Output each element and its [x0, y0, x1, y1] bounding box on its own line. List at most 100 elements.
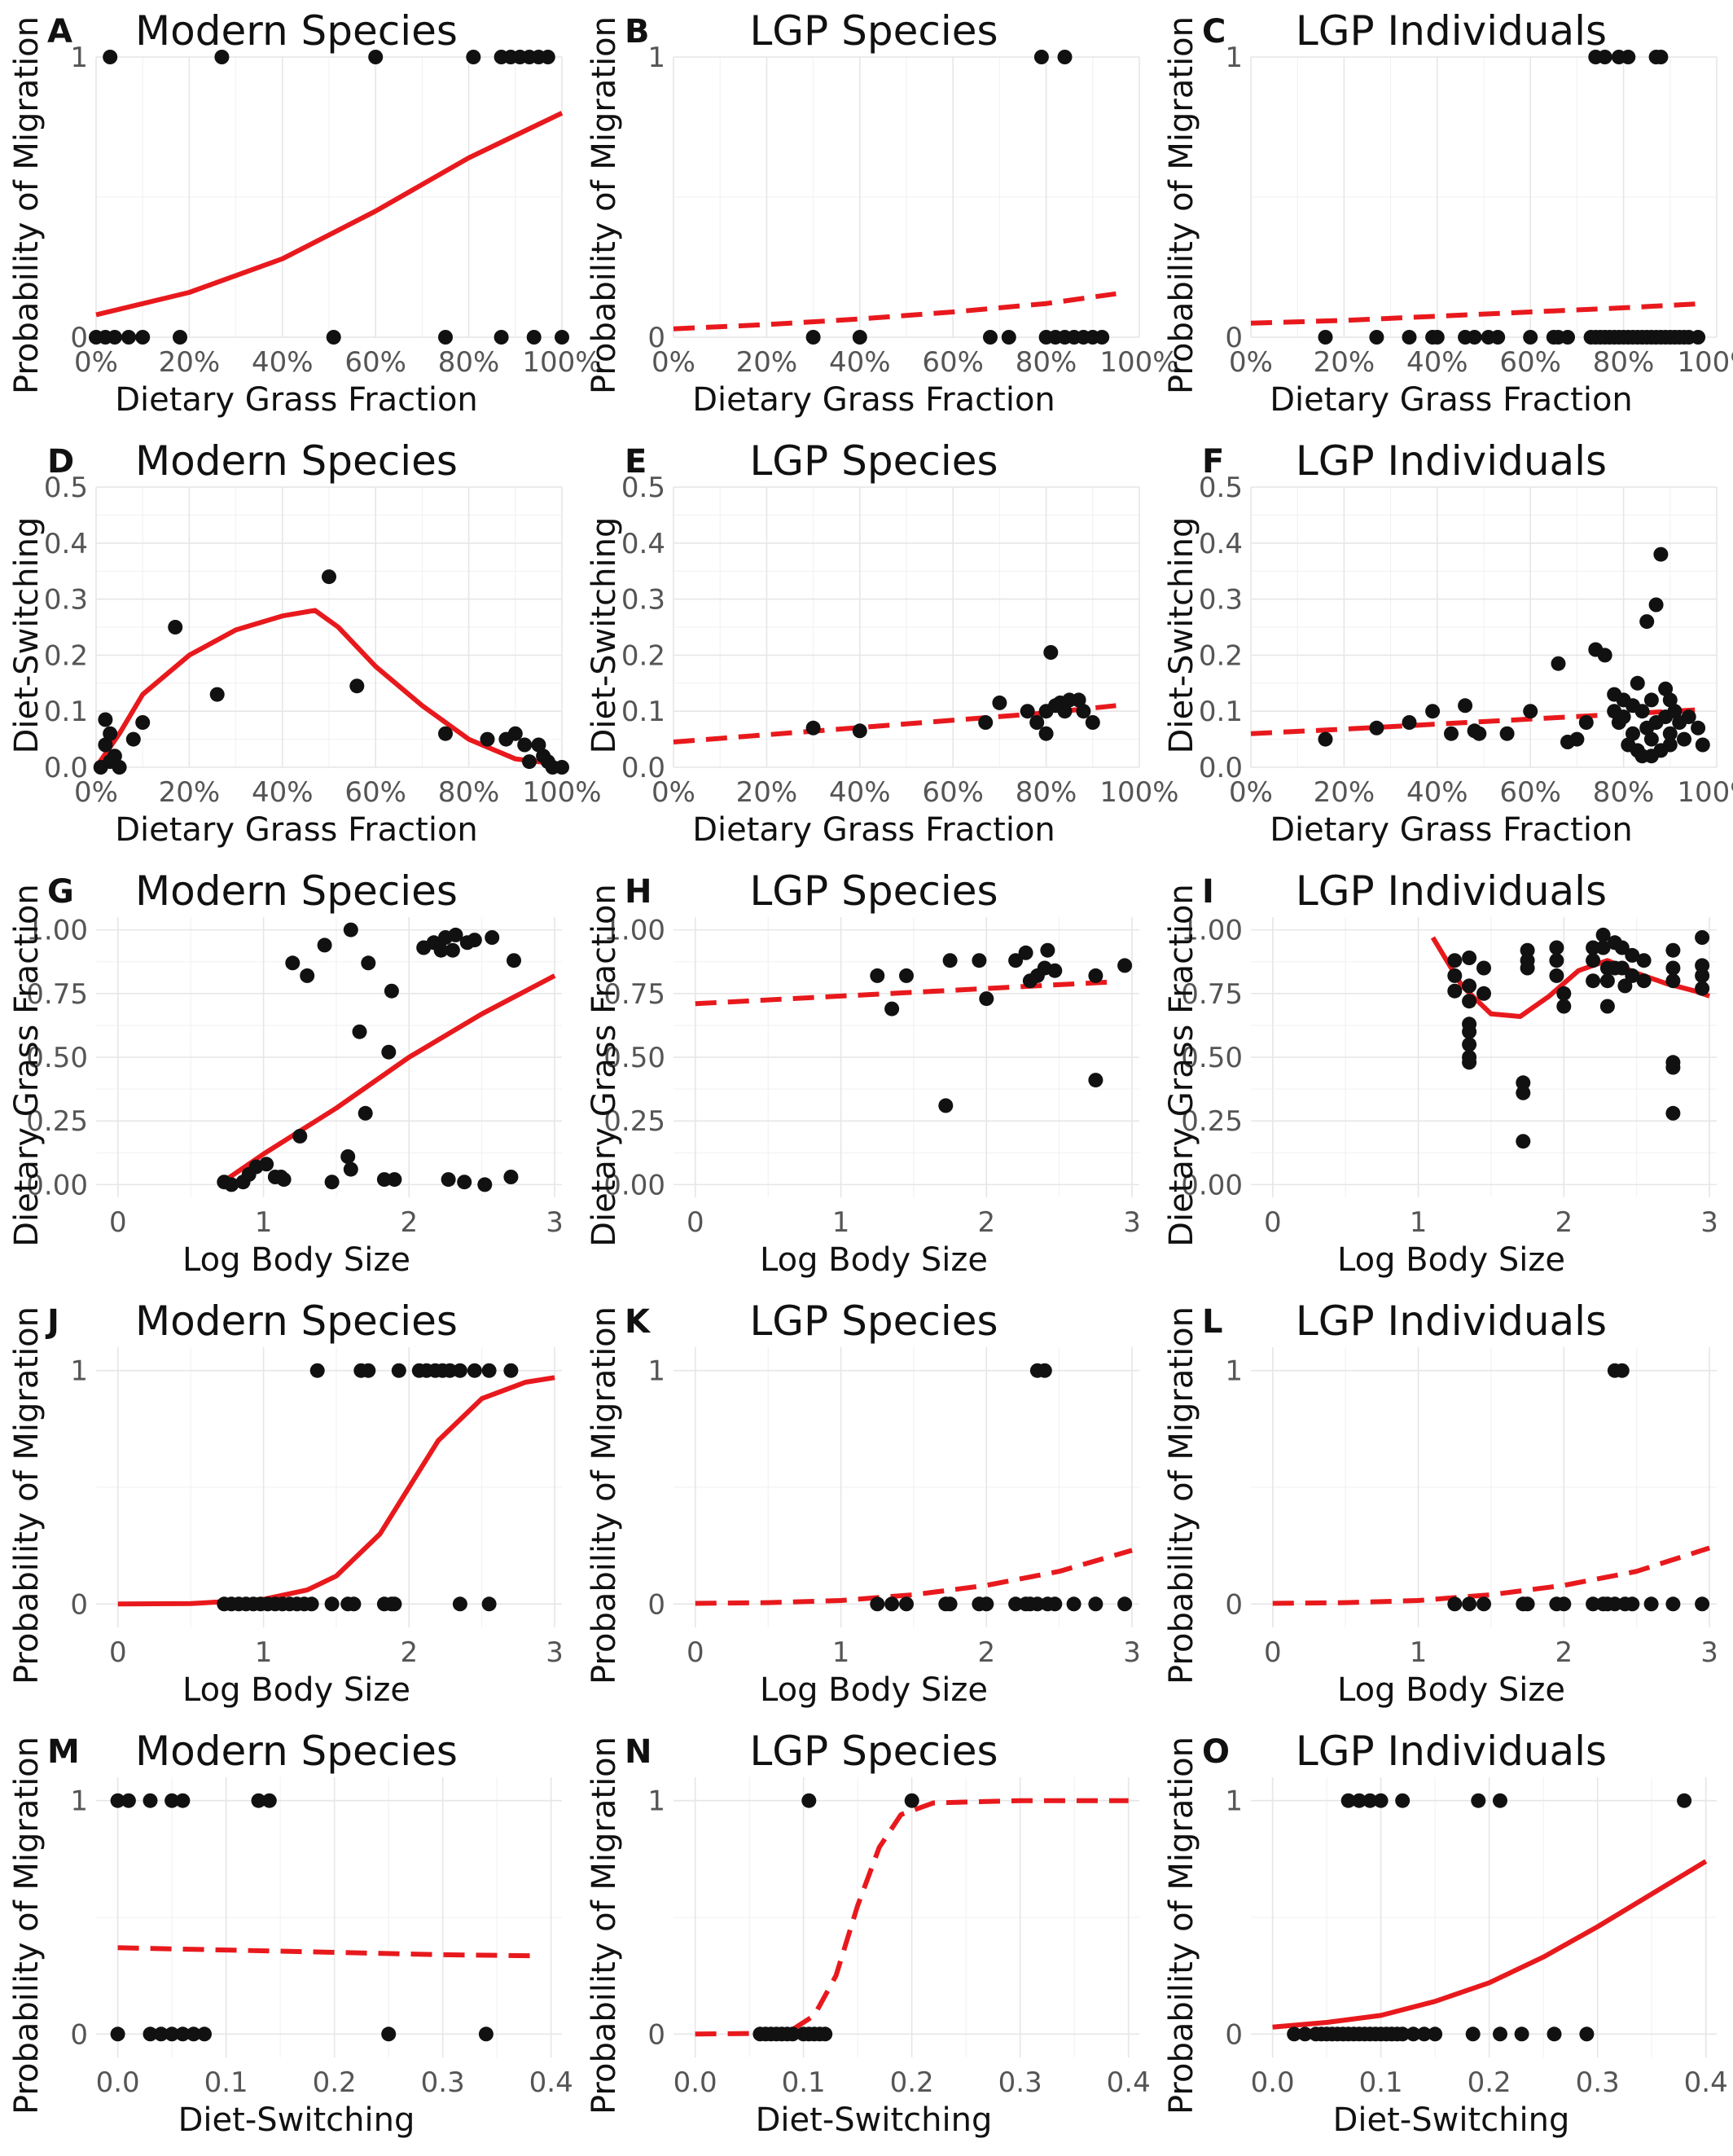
x-tick-label: 1 [832, 1206, 850, 1239]
data-point [1695, 981, 1710, 996]
y-tick-label: 0.5 [44, 472, 88, 504]
panel-letter: G [47, 873, 74, 911]
y-axis-label: Probability of Migration [586, 1737, 623, 2114]
x-tick-label: 0 [109, 1636, 127, 1669]
data-point [1033, 50, 1049, 64]
data-point [1416, 2026, 1432, 2042]
panel-h: 0 1 2 3 0.00 0.25 0.50 0.75 1.00 H LGP Species Log … [586, 867, 1141, 1279]
data-point [1472, 726, 1487, 741]
data-point [1462, 951, 1477, 965]
x-tick-label: 3 [546, 1206, 564, 1239]
data-point [361, 955, 376, 971]
x-tick-label: 0.3 [1576, 2066, 1620, 2099]
y-tick-label: 0 [647, 322, 665, 354]
data-point [368, 50, 384, 64]
data-point [1607, 1596, 1622, 1612]
panel-letter: A [47, 13, 72, 50]
y-tick-label: 0.3 [44, 584, 88, 617]
x-tick-label: 0% [74, 776, 118, 809]
data-point [1586, 1596, 1601, 1612]
data-point [477, 1177, 493, 1192]
grid [1251, 917, 1717, 1197]
grid [96, 917, 562, 1197]
y-tick-label: 0.0 [621, 752, 665, 784]
y-tick-label: 1 [1225, 1355, 1243, 1388]
data-point [1447, 1596, 1463, 1612]
data-point [1476, 986, 1491, 1001]
data-point [884, 1596, 900, 1612]
y-axis-label: Probability of Migration [586, 16, 623, 394]
data-point [1547, 2026, 1562, 2042]
data-point [1643, 692, 1659, 708]
data-point [1625, 947, 1640, 963]
data-point [1493, 2026, 1507, 2042]
data-points [870, 942, 1133, 1113]
data-point [1428, 2026, 1443, 2042]
data-point [300, 968, 315, 983]
grid [673, 917, 1139, 1197]
data-point [540, 50, 555, 64]
panel-o: 0.0 0.1 0.2 0.3 0.4 0 1 O LGP Individuals Diet-Sw… [1163, 1728, 1728, 2139]
data-point [340, 1149, 356, 1164]
data-point [448, 927, 463, 942]
data-point [1516, 1134, 1531, 1149]
grid [673, 1347, 1139, 1627]
data-point [1520, 942, 1535, 958]
data-point [870, 1596, 885, 1612]
panel-title: LGP Species [749, 437, 998, 485]
fit-line [695, 979, 1111, 1007]
x-tick-label: 0% [74, 346, 118, 379]
data-point [467, 1363, 482, 1378]
y-axis-label: Probability of Migration [8, 1306, 46, 1684]
panel-title: LGP Individuals [1296, 1728, 1607, 1775]
data-point [1597, 648, 1612, 663]
data-point [324, 1596, 340, 1612]
data-point [1516, 1075, 1531, 1091]
fit-line [221, 973, 556, 1184]
x-tick-label: 40% [1406, 776, 1468, 809]
x-tick-label: 60% [344, 776, 406, 809]
data-point [1458, 698, 1473, 714]
panel-title: LGP Species [749, 1298, 998, 1345]
data-point [942, 1596, 958, 1612]
data-point [1665, 960, 1681, 976]
data-point [1476, 960, 1491, 976]
data-point [1340, 1793, 1356, 1808]
panel-letter: F [1202, 443, 1224, 481]
data-points [805, 50, 1110, 345]
data-point [1578, 715, 1594, 730]
panel-letter: J [45, 1303, 59, 1341]
data-point [1444, 726, 1459, 741]
data-points [1447, 1363, 1710, 1612]
y-tick-label: 0.3 [1199, 584, 1243, 617]
data-point [503, 1170, 519, 1184]
data-point [391, 1363, 406, 1378]
panel-letter: N [625, 1733, 652, 1771]
fit-line [95, 111, 564, 318]
x-tick-label: 40% [829, 776, 891, 809]
y-axis-label: Diet-Switching [1163, 517, 1200, 754]
data-point [983, 330, 998, 345]
data-point [1020, 704, 1035, 719]
data-point [112, 760, 127, 775]
data-point [1643, 1596, 1659, 1612]
fit-line [695, 1798, 1129, 2037]
data-point [452, 1363, 467, 1378]
panel-letter: I [1202, 873, 1214, 911]
data-point [438, 726, 453, 741]
panel-letter: K [625, 1303, 652, 1341]
data-point [801, 1793, 817, 1808]
x-axis-label: Dietary Grass Fraction [692, 811, 1055, 849]
fit-line [695, 1548, 1133, 1606]
data-point [1695, 737, 1710, 753]
y-tick-label: 0.25 [26, 1105, 88, 1138]
y-tick-label: 0.4 [1199, 528, 1243, 560]
x-tick-label: 40% [829, 346, 891, 379]
data-point [1599, 999, 1615, 1014]
data-point [309, 1363, 325, 1378]
data-point [1373, 1793, 1389, 1808]
data-point [326, 330, 341, 345]
fit-line [1250, 707, 1703, 736]
fit-line [673, 291, 1117, 332]
data-point [1362, 1793, 1378, 1808]
